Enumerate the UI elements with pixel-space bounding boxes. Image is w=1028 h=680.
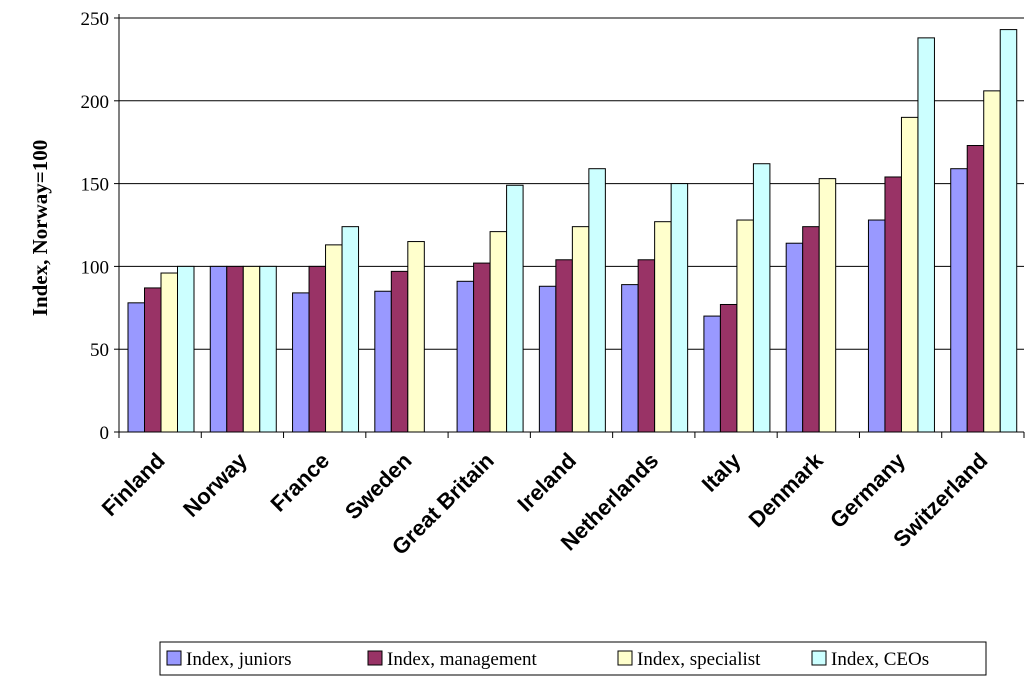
bar <box>209 265 228 433</box>
bar <box>884 176 902 433</box>
bar <box>736 219 754 433</box>
y-tick-label: 200 <box>81 92 110 113</box>
legend-label: Index, management <box>387 649 538 670</box>
legend: Index, juniors Index, management Index, sp… <box>159 641 987 676</box>
bar <box>160 272 178 433</box>
bar <box>292 292 310 433</box>
bar <box>407 241 425 433</box>
bar <box>867 219 886 433</box>
bar <box>456 280 475 433</box>
x-category-label: Ireland <box>512 448 581 517</box>
x-category-label: France <box>266 448 335 517</box>
bar <box>802 226 820 433</box>
legend-label: Index, specialist <box>637 649 761 670</box>
bar <box>473 262 491 433</box>
y-tick-label: 150 <box>81 175 110 196</box>
bar <box>621 284 639 433</box>
y-tick-label: 0 <box>100 423 110 444</box>
bar <box>637 259 656 433</box>
bars <box>127 29 1018 433</box>
bar <box>670 183 689 433</box>
bar <box>950 168 968 433</box>
legend-swatch <box>367 650 383 666</box>
bar <box>242 265 261 433</box>
bar <box>654 221 672 433</box>
bar <box>719 303 738 433</box>
bar <box>259 265 277 433</box>
x-category-label: Norway <box>178 447 252 521</box>
bar <box>226 265 244 433</box>
bar <box>341 226 360 433</box>
bar <box>917 37 935 433</box>
bar <box>818 178 837 433</box>
bar <box>374 290 392 433</box>
bar <box>538 285 557 433</box>
bar <box>555 259 573 433</box>
x-category-label: Italy <box>697 447 746 496</box>
bar <box>506 184 524 433</box>
bar <box>752 163 771 433</box>
bar <box>966 145 985 433</box>
legend-swatch <box>811 650 827 666</box>
legend-label: Index, juniors <box>186 649 292 670</box>
y-axis-title: Index, Norway=100 <box>28 140 52 316</box>
bar <box>177 265 195 433</box>
x-category-label: Finland <box>97 448 170 521</box>
bar <box>588 168 606 433</box>
legend-label: Index, CEOs <box>831 649 929 670</box>
bar <box>785 242 804 433</box>
bar <box>999 29 1018 433</box>
bar <box>144 287 162 433</box>
legend-frame <box>159 641 987 676</box>
legend-swatch <box>166 650 182 666</box>
x-category-label: Sweden <box>340 448 416 524</box>
bar <box>703 315 721 433</box>
y-tick-labels: 0 50 100 150 200 250 <box>81 9 110 444</box>
bar <box>325 244 343 433</box>
bar <box>308 265 327 433</box>
y-tick-label: 250 <box>81 9 110 30</box>
y-tick-label: 50 <box>90 340 109 361</box>
legend-swatch <box>617 650 633 666</box>
bar <box>390 270 409 433</box>
x-category-label: Denmark <box>744 447 829 532</box>
x-category-label: Germany <box>825 447 911 533</box>
bar <box>571 226 590 433</box>
axes <box>114 14 1025 438</box>
bar <box>489 231 508 433</box>
bar <box>900 116 919 433</box>
y-tick-label: 100 <box>81 257 110 278</box>
bar <box>127 302 145 433</box>
bar <box>983 90 1001 433</box>
